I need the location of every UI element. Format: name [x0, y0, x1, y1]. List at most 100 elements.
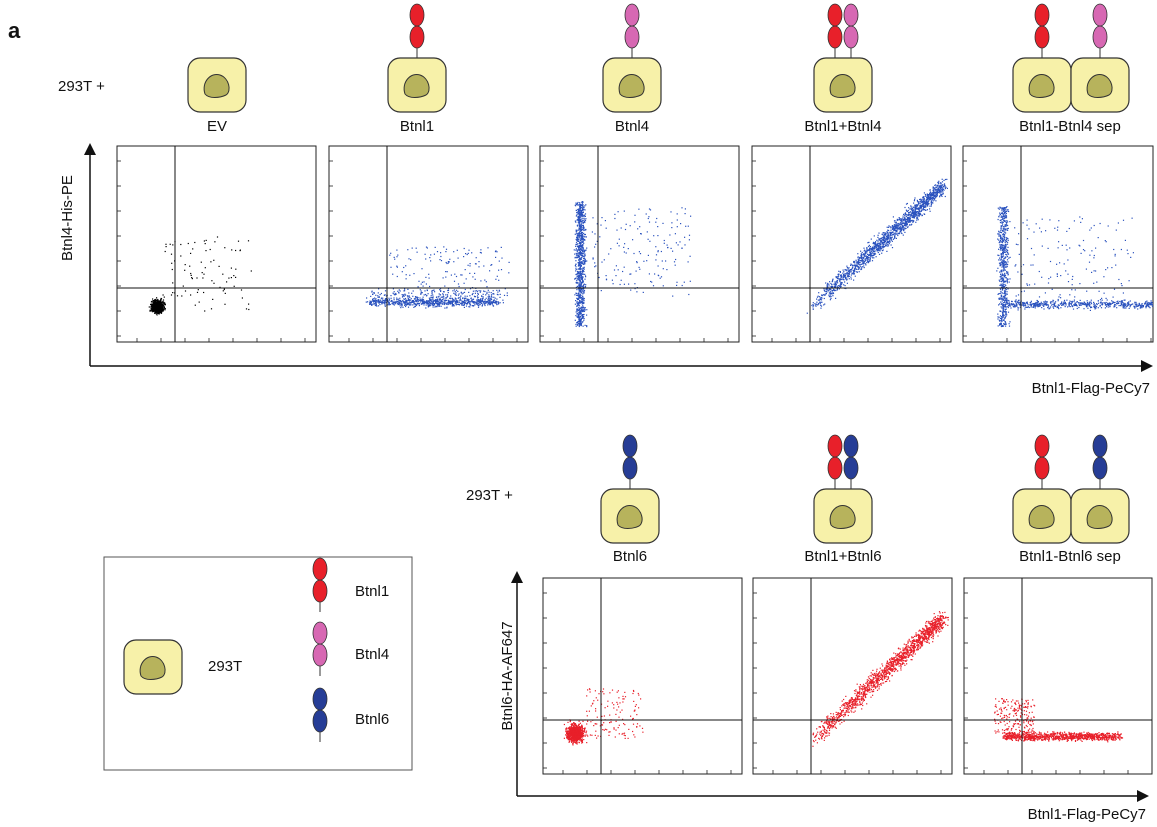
dot [582, 203, 583, 204]
dot [914, 200, 915, 201]
dot [467, 254, 468, 255]
dot [626, 252, 627, 253]
dot [847, 283, 848, 284]
dot [427, 302, 428, 303]
dot [914, 211, 915, 212]
dot [231, 249, 232, 250]
dot [823, 294, 824, 295]
dot [580, 226, 581, 227]
dot [942, 181, 943, 182]
dot [935, 192, 936, 193]
dot [251, 270, 252, 271]
dot [195, 305, 196, 306]
dot [441, 260, 442, 261]
dot [895, 226, 896, 227]
dot [915, 208, 916, 209]
dot [918, 212, 919, 213]
dot [637, 228, 638, 229]
dot [647, 231, 648, 232]
dot [497, 294, 498, 295]
dot [585, 259, 586, 260]
dot [158, 307, 159, 308]
dot [909, 224, 910, 225]
dot [816, 302, 817, 303]
protein-domain [313, 688, 327, 710]
dot [408, 303, 409, 304]
dot [813, 305, 814, 306]
dot [460, 274, 461, 275]
dot [397, 267, 398, 268]
dot [428, 293, 429, 294]
dot [924, 203, 925, 204]
dot [583, 218, 584, 219]
dot [579, 326, 580, 327]
dot [488, 303, 489, 304]
dot [575, 264, 576, 265]
dot [1026, 307, 1027, 308]
legend-protein-label: Btnl1 [355, 583, 389, 600]
dot [943, 186, 944, 187]
dot [472, 305, 473, 306]
dot [446, 249, 447, 250]
dot [582, 291, 583, 292]
dot [624, 243, 625, 244]
dot [448, 261, 449, 262]
dot [1060, 304, 1061, 305]
dot [455, 292, 456, 293]
dot [617, 243, 618, 244]
dot [409, 275, 410, 276]
dot [417, 299, 418, 300]
dot [579, 296, 580, 297]
dot [224, 289, 225, 290]
dot [923, 203, 924, 204]
dot [936, 187, 937, 188]
dot [584, 311, 585, 312]
dot [886, 233, 887, 234]
flow-plot [963, 146, 1153, 342]
dot [579, 258, 580, 259]
dot [1006, 220, 1007, 221]
dot [669, 234, 670, 235]
dot [374, 301, 375, 302]
dot [454, 274, 455, 275]
dot [913, 207, 914, 208]
dot [576, 257, 577, 258]
dot [921, 200, 922, 201]
dot [944, 183, 945, 184]
dot [947, 188, 948, 189]
dot [410, 259, 411, 260]
dot [685, 226, 686, 227]
dot [681, 207, 682, 208]
dot [941, 187, 942, 188]
dot [865, 263, 866, 264]
dot [1115, 254, 1116, 255]
dot [630, 273, 631, 274]
dot [576, 210, 577, 211]
dot [868, 242, 869, 243]
dot [578, 321, 579, 322]
dot [862, 252, 863, 253]
dot [893, 216, 894, 217]
dot [582, 269, 583, 270]
dot [860, 251, 861, 252]
dot [154, 310, 155, 311]
dot [483, 291, 484, 292]
dot [649, 273, 650, 274]
dot [210, 249, 211, 250]
dot [575, 221, 576, 222]
dot [585, 204, 586, 205]
dot [579, 286, 580, 287]
dot [662, 260, 663, 261]
dot [468, 306, 469, 307]
dot [807, 313, 808, 314]
dot [578, 296, 579, 297]
dot [579, 301, 580, 302]
dot [676, 285, 677, 286]
dot [585, 250, 586, 251]
dot [814, 303, 815, 304]
dot [480, 301, 481, 302]
dot [874, 248, 875, 249]
dot [172, 282, 173, 283]
dot [477, 302, 478, 303]
dot [883, 242, 884, 243]
